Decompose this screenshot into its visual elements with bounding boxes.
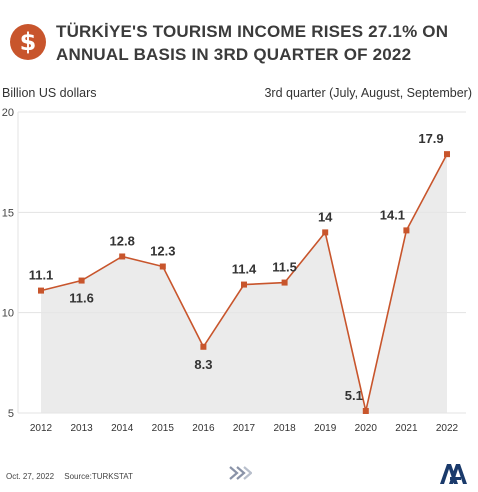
- data-point: [159, 263, 166, 270]
- x-tick-label: 2015: [152, 423, 175, 434]
- data-label: 11.5: [272, 260, 297, 275]
- data-label: 8.3: [194, 357, 212, 372]
- data-label: 14.1: [380, 207, 405, 222]
- data-label: 12.3: [150, 244, 175, 259]
- x-tick-label: 2014: [111, 423, 134, 434]
- dollar-icon: $: [10, 24, 46, 60]
- x-tick-label: 2017: [233, 423, 256, 434]
- chevrons-icon: [229, 466, 252, 480]
- x-tick-label: 2021: [395, 423, 418, 434]
- data-point: [119, 253, 126, 260]
- data-label: 5.1: [345, 388, 363, 403]
- y-tick-label: 10: [2, 308, 14, 320]
- footer-source: Source:TURKSTAT: [64, 472, 133, 481]
- x-tick-label: 2012: [30, 423, 53, 434]
- x-tick-label: 2019: [314, 423, 337, 434]
- x-tick-label: 2013: [70, 423, 93, 434]
- header: $ TÜRKİYE'S TOURISM INCOME RISES 27.1% O…: [10, 18, 470, 70]
- data-point: [322, 229, 329, 236]
- data-label: 17.9: [418, 131, 443, 146]
- footer: Oct. 27, 2022 Source:TURKSTAT: [6, 472, 141, 481]
- period-label: 3rd quarter (July, August, September): [264, 86, 472, 100]
- area-fill: [41, 154, 447, 413]
- data-point: [444, 151, 450, 158]
- x-tick-label: 2022: [436, 423, 459, 434]
- data-label: 11.6: [69, 291, 94, 306]
- data-point: [200, 343, 207, 350]
- agency-logo-icon: [440, 464, 467, 484]
- y-tick-label: 20: [2, 107, 14, 119]
- y-tick-label: 15: [2, 207, 14, 219]
- data-label: 14: [318, 209, 333, 224]
- data-point: [281, 279, 288, 286]
- data-label: 12.8: [110, 233, 135, 248]
- footer-date: Oct. 27, 2022: [6, 472, 55, 481]
- x-tick-label: 2020: [355, 423, 378, 434]
- chart-title: TÜRKİYE'S TOURISM INCOME RISES 27.1% ON …: [56, 22, 449, 64]
- x-tick-label: 2018: [273, 423, 296, 434]
- data-point: [403, 227, 410, 234]
- x-tick-label: 2016: [192, 423, 215, 434]
- data-label: 11.4: [232, 262, 257, 277]
- data-point: [38, 287, 44, 294]
- data-label: 11.1: [29, 268, 54, 283]
- data-point: [362, 407, 369, 414]
- data-point: [241, 281, 247, 288]
- data-point: [78, 277, 85, 284]
- y-tick-label: 5: [8, 408, 14, 420]
- y-axis-label: Billion US dollars: [2, 86, 97, 100]
